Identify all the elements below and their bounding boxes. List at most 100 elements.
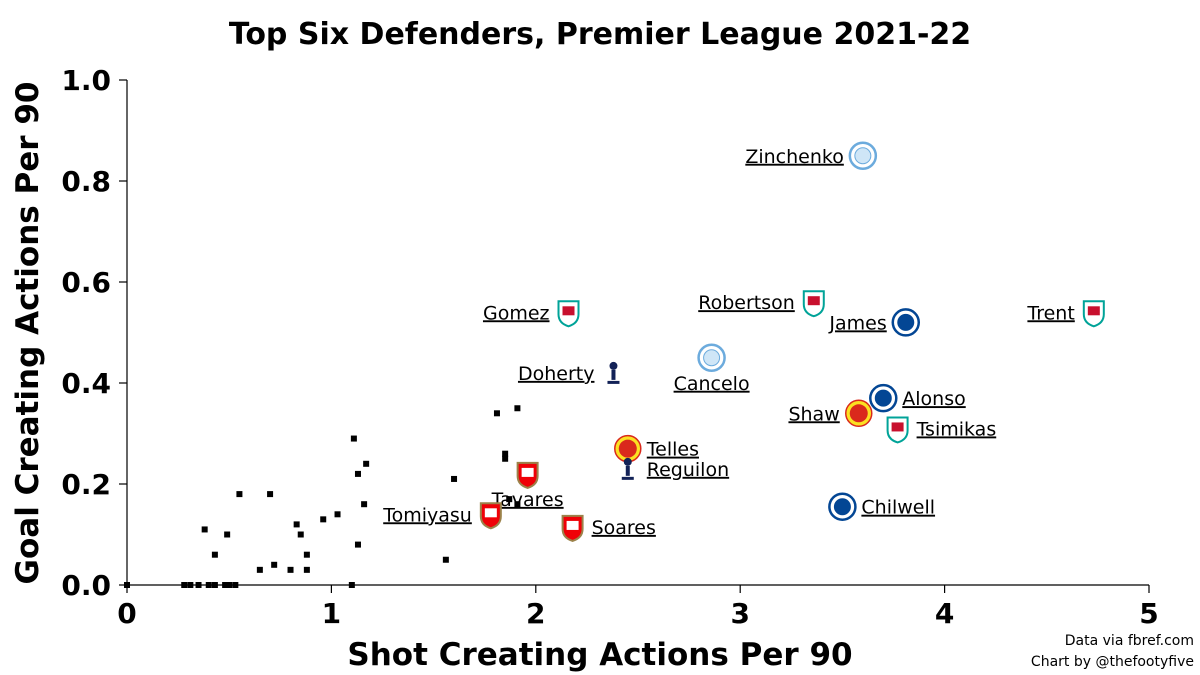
axes — [126, 80, 1149, 586]
player-label: Robertson — [698, 292, 795, 314]
liverpool-crest-icon — [802, 290, 825, 318]
scatter-point — [493, 410, 500, 417]
x-tick-label: 2 — [526, 597, 545, 630]
player-label: Shaw — [788, 403, 839, 425]
chart-title: Top Six Defenders, Premier League 2021-2… — [229, 17, 971, 52]
player-label: Zinchenko — [745, 146, 844, 168]
y-tick-label: 1.0 — [61, 64, 111, 97]
man-city-crest-icon — [848, 141, 878, 170]
player-point: James — [828, 308, 921, 337]
scatter-point — [303, 551, 310, 558]
scatter-point — [293, 521, 300, 528]
y-tick-label: 0.4 — [61, 367, 111, 400]
y-tick-label: 0.6 — [61, 266, 111, 299]
liverpool-crest-icon — [557, 300, 580, 328]
player-point: Tsimikas — [886, 416, 997, 444]
scatter-point — [363, 460, 370, 467]
arsenal-crest-icon — [516, 461, 539, 489]
x-tick-label: 4 — [935, 597, 954, 630]
scatter-point — [514, 501, 521, 508]
scatter-point — [361, 501, 368, 508]
player-point: Alonso — [869, 383, 966, 413]
player-point: Chilwell — [828, 492, 935, 521]
man-united-crest-icon — [845, 399, 873, 428]
y-tick-label: 0.8 — [61, 165, 111, 198]
scatter-point — [226, 582, 233, 588]
scatter-point — [287, 566, 294, 573]
scatter-point — [354, 541, 361, 548]
credit-chart-author: Chart by @thefootyfive — [1031, 654, 1194, 670]
chelsea-crest-icon — [828, 492, 857, 521]
scatter-point — [442, 556, 449, 563]
player-label: Tavares — [491, 489, 564, 511]
scatter-point — [350, 435, 357, 442]
player-point: Soares — [561, 514, 656, 542]
scatter-point — [514, 405, 521, 412]
liverpool-crest-icon — [886, 416, 909, 444]
player-label: Soares — [592, 517, 656, 539]
scatter-point — [320, 516, 327, 523]
scatter-point — [232, 582, 239, 588]
man-city-crest-icon — [697, 343, 726, 372]
axis-ticks: 0 1 2 3 4 5 0.0 0.2 0.4 0.6 0.8 1.0 — [61, 64, 1158, 630]
player-point: Shaw — [788, 399, 873, 428]
scatter-point — [451, 475, 458, 482]
scatter-point — [211, 551, 218, 558]
scatter-point — [224, 531, 231, 538]
scatter-point — [271, 561, 278, 568]
arsenal-crest-icon — [561, 514, 584, 542]
scatter-point — [211, 582, 218, 588]
scatter-point — [187, 582, 194, 588]
player-point: Tavares — [491, 461, 564, 511]
player-point: Tomiyasu — [382, 502, 502, 530]
scatter-point — [195, 582, 202, 588]
player-point: Robertson — [698, 290, 825, 318]
player-point: Doherty — [518, 361, 620, 385]
chelsea-crest-icon — [891, 308, 921, 337]
player-label: Chilwell — [861, 497, 935, 519]
scatter-point — [201, 526, 208, 533]
player-label: James — [828, 312, 886, 334]
player-label: Reguilon — [647, 459, 729, 481]
y-tick-label: 0.0 — [61, 569, 111, 602]
scatter-point — [502, 450, 509, 457]
player-point: Cancelo — [674, 343, 750, 395]
tottenham-crest-icon — [607, 361, 620, 384]
player-label: Alonso — [902, 388, 965, 410]
player-label: Trent — [1026, 302, 1074, 324]
y-tick-label: 0.2 — [61, 468, 111, 501]
x-axis-label: Shot Creating Actions Per 90 — [347, 637, 852, 673]
scatter-point — [354, 470, 361, 477]
scatter-point — [236, 491, 243, 498]
scatter-point — [506, 496, 513, 503]
y-axis-label: Goal Creating Actions Per 90 — [10, 82, 46, 585]
chelsea-crest-icon — [869, 383, 898, 413]
other-defenders-points — [124, 405, 521, 588]
scatter-point — [222, 582, 229, 588]
scatter-point — [502, 455, 509, 462]
man-united-crest-icon — [614, 434, 642, 463]
scatter-point — [205, 582, 212, 588]
player-label: Tomiyasu — [382, 504, 472, 526]
x-tick-label: 0 — [117, 597, 136, 630]
scatter-point — [303, 566, 310, 573]
scatter-point — [267, 491, 274, 498]
player-label: Telles — [646, 439, 699, 461]
scatter-point — [124, 582, 130, 588]
player-point: Gomez — [483, 300, 580, 328]
player-label: Gomez — [483, 302, 550, 324]
scatter-point — [348, 582, 355, 588]
scatter-point — [334, 511, 341, 518]
player-point: Reguilon — [621, 457, 729, 481]
x-tick-label: 3 — [730, 597, 749, 630]
x-tick-label: 1 — [322, 597, 341, 630]
x-tick-label: 5 — [1139, 597, 1158, 630]
tottenham-crest-icon — [621, 457, 634, 480]
scatter-point — [256, 566, 263, 573]
player-label: Tsimikas — [916, 418, 997, 440]
player-label: Cancelo — [674, 373, 750, 395]
player-point: Telles — [614, 434, 699, 463]
player-label: Doherty — [518, 363, 595, 385]
liverpool-crest-icon — [1082, 300, 1105, 328]
